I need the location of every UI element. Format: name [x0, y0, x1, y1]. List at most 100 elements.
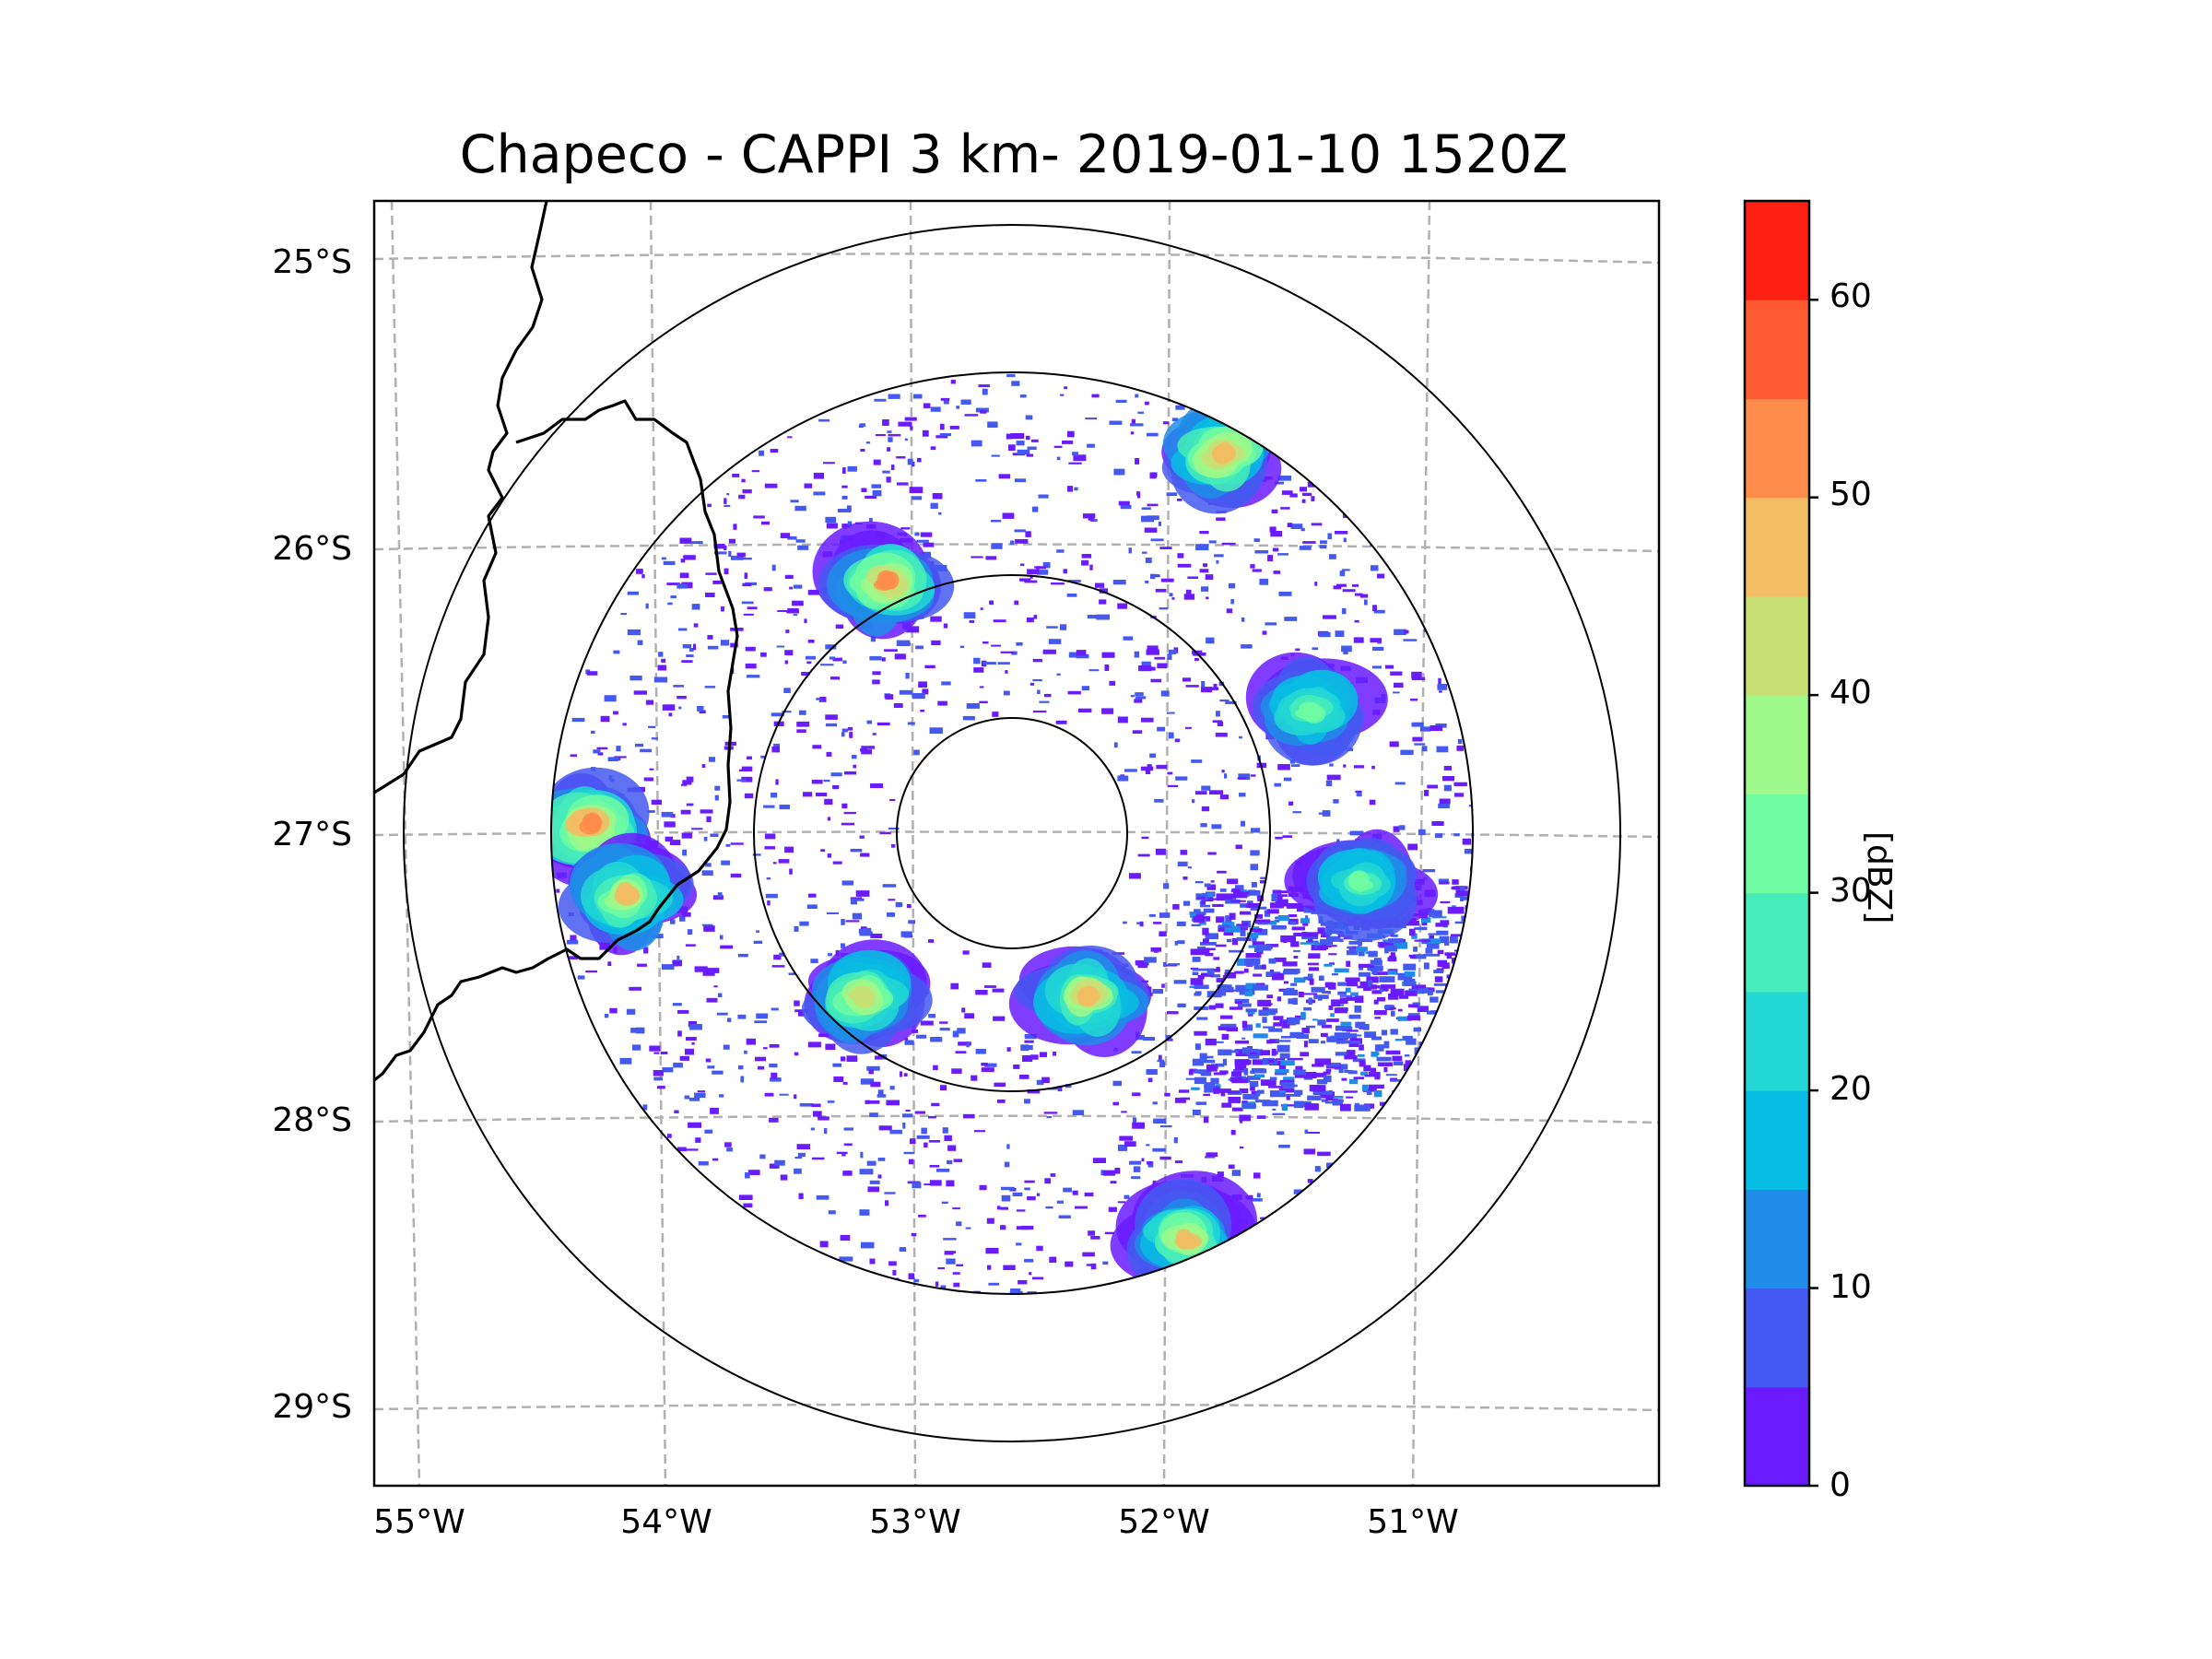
echo-speck [741, 776, 753, 782]
echo-speck [804, 483, 813, 488]
echo-speck [1359, 948, 1365, 957]
echo-speck [869, 1258, 876, 1265]
echo-speck [962, 1113, 975, 1119]
echo-speck [1273, 890, 1288, 894]
echo-speck [1352, 583, 1359, 587]
echo-speck [1436, 1035, 1446, 1042]
echo-speck [785, 629, 790, 633]
echo-speck [939, 423, 945, 430]
echo-speck [1163, 961, 1167, 967]
echo-speck [1251, 1198, 1263, 1202]
echo-speck [745, 663, 757, 669]
echo-speck [1307, 1179, 1313, 1183]
echo-speck [1267, 1059, 1275, 1063]
echo-speck [1046, 1116, 1052, 1119]
echo-speck [1442, 776, 1454, 782]
echo-speck [1362, 1084, 1369, 1092]
echo-speck [1133, 1166, 1141, 1172]
echo-speck [779, 1093, 789, 1096]
echo-speck [710, 1107, 719, 1114]
echo-speck [992, 712, 999, 717]
echo-speck [1328, 1089, 1333, 1096]
echo-speck [586, 671, 598, 676]
echo-speck [724, 1142, 732, 1147]
echo-speck [1050, 1173, 1056, 1177]
echo-speck [1288, 998, 1295, 1005]
gridlines [374, 201, 1659, 1486]
echo-speck [795, 539, 806, 543]
echo-speck [629, 986, 641, 991]
echo-speck [1317, 1019, 1326, 1026]
echo-speck [1240, 1117, 1243, 1124]
echo-speck [940, 397, 950, 401]
echo-speck [966, 1042, 970, 1048]
echo-speck [747, 1170, 760, 1175]
echo-speck [1299, 546, 1312, 550]
echo-speck [1308, 967, 1319, 971]
echo-speck [929, 727, 943, 735]
echo-speck [1304, 1103, 1319, 1111]
echo-speck [1232, 891, 1248, 899]
echo-speck [1145, 769, 1151, 774]
gridline-lat-28 [374, 1114, 1659, 1124]
echo-speck [704, 1129, 713, 1134]
echo-speck [879, 831, 891, 835]
echo-speck [1026, 618, 1034, 623]
echo-speck [1006, 1144, 1010, 1149]
echo-speck [1240, 929, 1246, 936]
echo-speck [1443, 766, 1452, 771]
echo-speck [1218, 924, 1231, 928]
echo-speck [1194, 1030, 1207, 1036]
echo-speck [851, 898, 865, 901]
echo-speck [1219, 1015, 1233, 1019]
echo-speck [1117, 775, 1129, 782]
echo-speck [753, 940, 763, 944]
echo-speck [1429, 1080, 1445, 1088]
echo-speck [679, 537, 692, 544]
echo-speck [1235, 1040, 1249, 1044]
echo-speck [843, 1127, 853, 1131]
echo-speck [846, 505, 852, 512]
echo-speck [1350, 947, 1355, 955]
echo-speck [1135, 692, 1144, 697]
echo-speck [1250, 1052, 1258, 1055]
echo-speck [842, 467, 846, 474]
echo-speck [1016, 1209, 1026, 1212]
echo-speck [1217, 721, 1223, 726]
echo-speck [1468, 805, 1473, 807]
echo-speck [753, 515, 765, 519]
echo-speck [1230, 1077, 1242, 1082]
echo-speck [1038, 494, 1049, 499]
echo-speck [945, 1251, 956, 1253]
echo-speck [1359, 981, 1373, 988]
gridline-lon-55 [390, 201, 421, 1486]
echo-speck [1344, 1055, 1358, 1060]
range-rings [403, 224, 1621, 1442]
echo-speck [1323, 615, 1336, 619]
echo-speck [1267, 555, 1274, 561]
echo-speck [887, 912, 895, 917]
echo-speck [1346, 1030, 1359, 1032]
echo-speck [1169, 649, 1177, 654]
echo-speck [1290, 524, 1303, 529]
echo-speck [1036, 1079, 1044, 1086]
echo-speck [1099, 588, 1109, 594]
echo-speck [1321, 1041, 1325, 1044]
echo-speck [1290, 982, 1298, 986]
echo-speck [1182, 877, 1188, 880]
echo-speck [877, 1174, 882, 1179]
echo-speck [1394, 1039, 1403, 1041]
echo-speck [872, 671, 881, 676]
echo-speck [1242, 1024, 1253, 1031]
echo-speck [1341, 569, 1350, 571]
echo-speck [1456, 745, 1465, 751]
echo-speck [1283, 981, 1289, 984]
echo-speck [1329, 763, 1334, 767]
echo-speck [841, 485, 848, 488]
echo-speck [1067, 430, 1075, 438]
echo-speck [1239, 1088, 1249, 1094]
echo-speck [1431, 1078, 1439, 1082]
echo-speck [1311, 496, 1315, 501]
echo-speck [1053, 1051, 1056, 1056]
echo-speck [1436, 746, 1449, 753]
